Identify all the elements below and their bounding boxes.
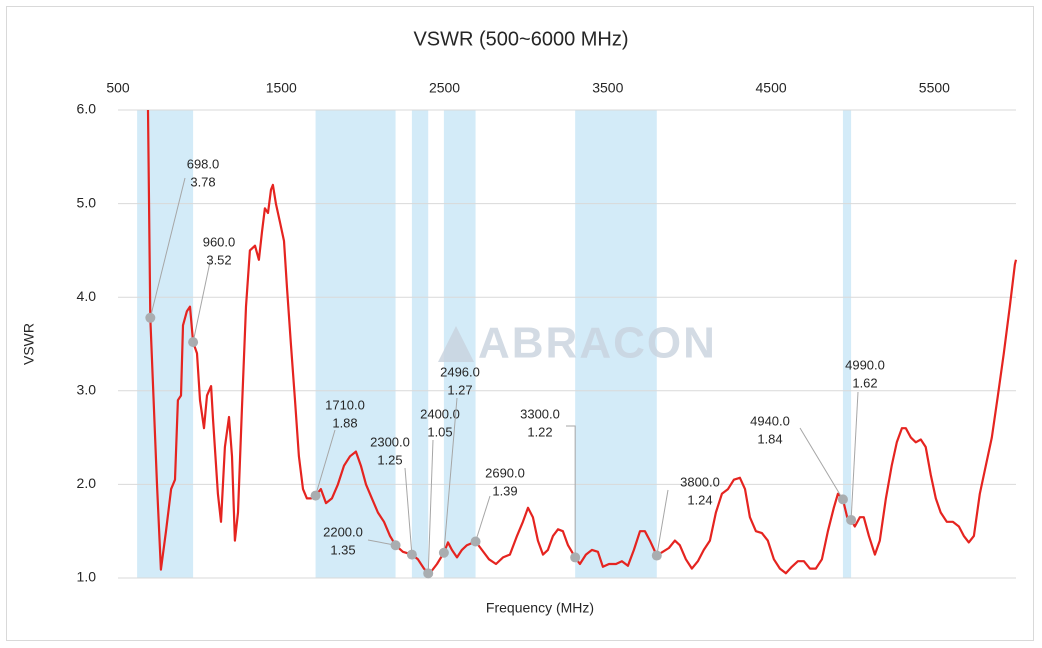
marker-frequency-label: 4940.0: [750, 413, 790, 428]
marker-point: [406, 549, 417, 560]
marker-vswr-label: 1.62: [852, 375, 877, 390]
marker-vswr-label: 1.05: [427, 424, 452, 439]
annotation-leader: [149, 177, 186, 318]
marker-vswr-label: 1.27: [447, 382, 472, 397]
y-tick-label: 1.0: [77, 569, 97, 585]
marker-point: [390, 540, 401, 551]
marker-frequency-label: 2400.0: [420, 406, 460, 421]
marker-frequency-label: 3300.0: [520, 406, 560, 421]
marker-point: [423, 568, 434, 579]
marker-point: [188, 337, 199, 348]
grid-layer: 1.0 2.0 3.0 4.0 5.0 6.0 500 1500 2500 3500 4500 550…: [77, 80, 1016, 585]
x-tick-label: 5500: [919, 80, 950, 96]
marker-frequency-label: 698.0: [187, 156, 220, 171]
vswr-line: [146, 109, 1018, 575]
marker-point: [570, 552, 581, 563]
x-tick-label: 4500: [756, 80, 787, 96]
y-tick-label: 2.0: [77, 475, 97, 491]
marker-vswr-label: 1.35: [330, 542, 355, 557]
x-tick-label: 500: [106, 80, 130, 96]
annotation-leader: [315, 429, 336, 496]
marker-point: [837, 494, 848, 505]
x-tick-label: 1500: [266, 80, 297, 96]
annotation-leader: [850, 391, 859, 520]
annotation-leader: [799, 427, 844, 500]
watermark: ABRACON: [438, 319, 717, 368]
watermark-text: ABRACON: [478, 319, 717, 368]
marker-vswr-label: 3.78: [190, 174, 215, 189]
annotation-leader: [443, 397, 458, 553]
marker-vswr-label: 1.24: [687, 492, 712, 507]
watermark-logo: [438, 326, 474, 362]
y-tick-label: 5.0: [77, 194, 97, 210]
frequency-band: [842, 110, 852, 578]
marker-point: [651, 550, 662, 561]
marker-frequency-label: 4990.0: [845, 357, 885, 372]
marker-vswr-label: 1.22: [527, 424, 552, 439]
marker-frequency-label: 960.0: [203, 234, 236, 249]
y-tick-label: 3.0: [77, 382, 97, 398]
marker-vswr-label: 1.84: [757, 431, 782, 446]
frequency-band: [315, 110, 396, 578]
annotation-leader: [427, 439, 434, 574]
x-axis-label: Frequency (MHz): [486, 600, 594, 616]
annotation-leader: [475, 495, 491, 542]
marker-vswr-label: 1.88: [332, 415, 357, 430]
marker-frequency-label: 2690.0: [485, 465, 525, 480]
y-axis-label: VSWR: [21, 323, 37, 365]
marker-frequency-label: 2200.0: [323, 524, 363, 539]
x-tick-label: 3500: [592, 80, 623, 96]
marker-frequency-label: 2300.0: [370, 434, 410, 449]
annotation-leader: [566, 425, 576, 558]
plot-layer: 698.0 3.78 960.0 3.52 1710.0 1.88 2200.0 1.35 23…: [145, 109, 1018, 579]
frequency-band: [137, 110, 194, 578]
marker-point: [846, 514, 857, 525]
marker-point: [310, 490, 321, 501]
frequency-band: [575, 110, 657, 578]
marker-frequency-label: 3800.0: [680, 474, 720, 489]
y-tick-label: 4.0: [77, 288, 97, 304]
marker-frequency-label: 2496.0: [440, 364, 480, 379]
marker-point: [145, 312, 156, 323]
marker-vswr-label: 1.39: [492, 483, 517, 498]
frequency-band: [411, 110, 429, 578]
marker-point: [438, 547, 449, 558]
y-tick-label: 6.0: [77, 101, 97, 117]
marker-vswr-label: 3.52: [206, 252, 231, 267]
marker-frequency-label: 1710.0: [325, 397, 365, 412]
chart-title: VSWR (500~6000 MHz): [413, 28, 628, 50]
annotation-leader: [404, 467, 413, 555]
annotation-leader: [192, 261, 211, 343]
x-tick-label: 2500: [429, 80, 460, 96]
annotation-leader: [656, 489, 669, 556]
marker-vswr-label: 1.25: [377, 452, 402, 467]
marker-point: [470, 536, 481, 547]
